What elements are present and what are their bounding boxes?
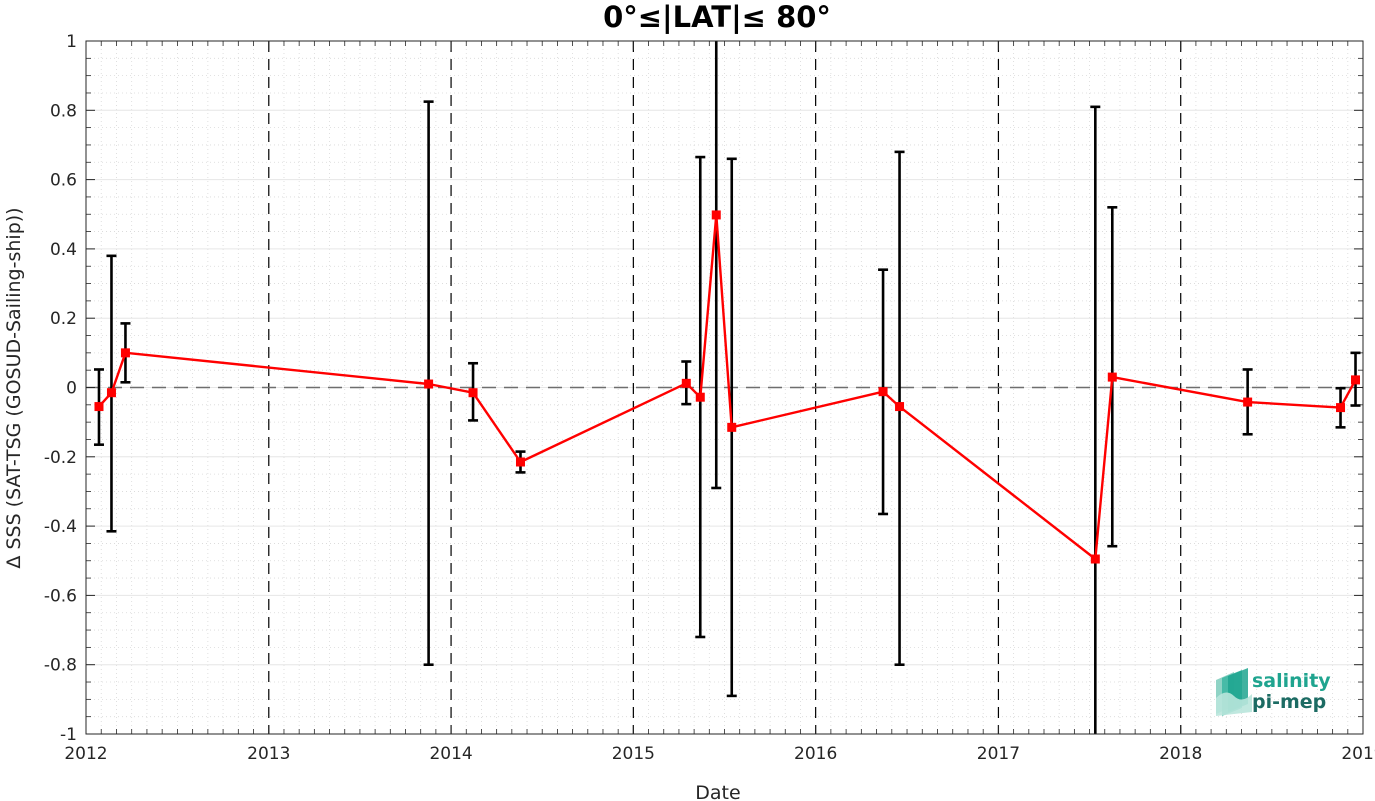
data-point-marker	[1107, 372, 1117, 382]
data-point-marker	[711, 210, 721, 220]
wave-logo-icon	[1216, 668, 1252, 716]
data-point-marker	[1243, 397, 1253, 407]
y-tick-labels: 1 0.8 0.6 0.4 0.2 0 -0.2 -0.4 -0.6 -0.8 -1	[44, 32, 77, 745]
y-tick-label: 0.4	[50, 240, 77, 260]
plot-frame	[85, 40, 1364, 735]
y-tick-label: -0.6	[44, 586, 77, 606]
data-point-marker	[515, 457, 525, 467]
data-point-marker	[106, 388, 116, 398]
data-series	[94, 210, 1361, 564]
y-tick-label: 0.2	[50, 309, 77, 329]
y-axis-label: Δ SSS (SAT-TSG (GOSUD-Sailing-ship))	[3, 207, 25, 568]
salinity-pi-mep-logo: salinity pi-mep	[1216, 668, 1331, 716]
y-tick-label: -0.8	[44, 656, 77, 676]
data-point-marker	[1351, 375, 1361, 385]
chart-title: 0°≤|LAT|≤ 80°	[603, 0, 831, 34]
data-point-marker	[878, 387, 888, 397]
x-tick-labels: 2012 2013 2014 2015 2016 2017 2018 2019	[64, 744, 1375, 764]
x-tick-label: 2016	[794, 744, 837, 764]
data-point-marker	[695, 392, 705, 402]
data-point-marker	[468, 388, 478, 398]
y-tick-label: -1	[60, 725, 77, 745]
data-point-marker	[424, 379, 434, 389]
x-tick-label: 2012	[64, 744, 107, 764]
logo-text-salinity: salinity	[1252, 670, 1331, 692]
y-tick-label: 0.6	[50, 171, 77, 191]
y-tick-label: 0	[66, 379, 77, 399]
data-point-marker	[727, 422, 737, 432]
x-tick-label: 2019	[1341, 744, 1375, 764]
logo-text-pi-mep: pi-mep	[1252, 691, 1326, 713]
data-point-marker	[120, 348, 130, 358]
x-axis-label: Date	[695, 782, 740, 801]
data-point-marker	[1090, 554, 1100, 564]
x-tick-label: 2017	[977, 744, 1020, 764]
x-tick-label: 2015	[612, 744, 655, 764]
y-tick-label: 0.8	[50, 101, 77, 121]
data-point-marker	[1336, 403, 1346, 413]
x-tick-label: 2018	[1159, 744, 1202, 764]
x-tick-label: 2014	[429, 744, 472, 764]
data-point-marker	[681, 378, 691, 388]
y-tick-label: 1	[66, 32, 77, 52]
data-point-marker	[895, 402, 905, 412]
x-tick-label: 2013	[247, 744, 290, 764]
axis-ticks	[85, 40, 1364, 735]
minor-grid	[86, 41, 1363, 734]
y-tick-label: -0.4	[44, 517, 77, 537]
data-point-marker	[94, 402, 104, 412]
y-tick-label: -0.2	[44, 448, 77, 468]
